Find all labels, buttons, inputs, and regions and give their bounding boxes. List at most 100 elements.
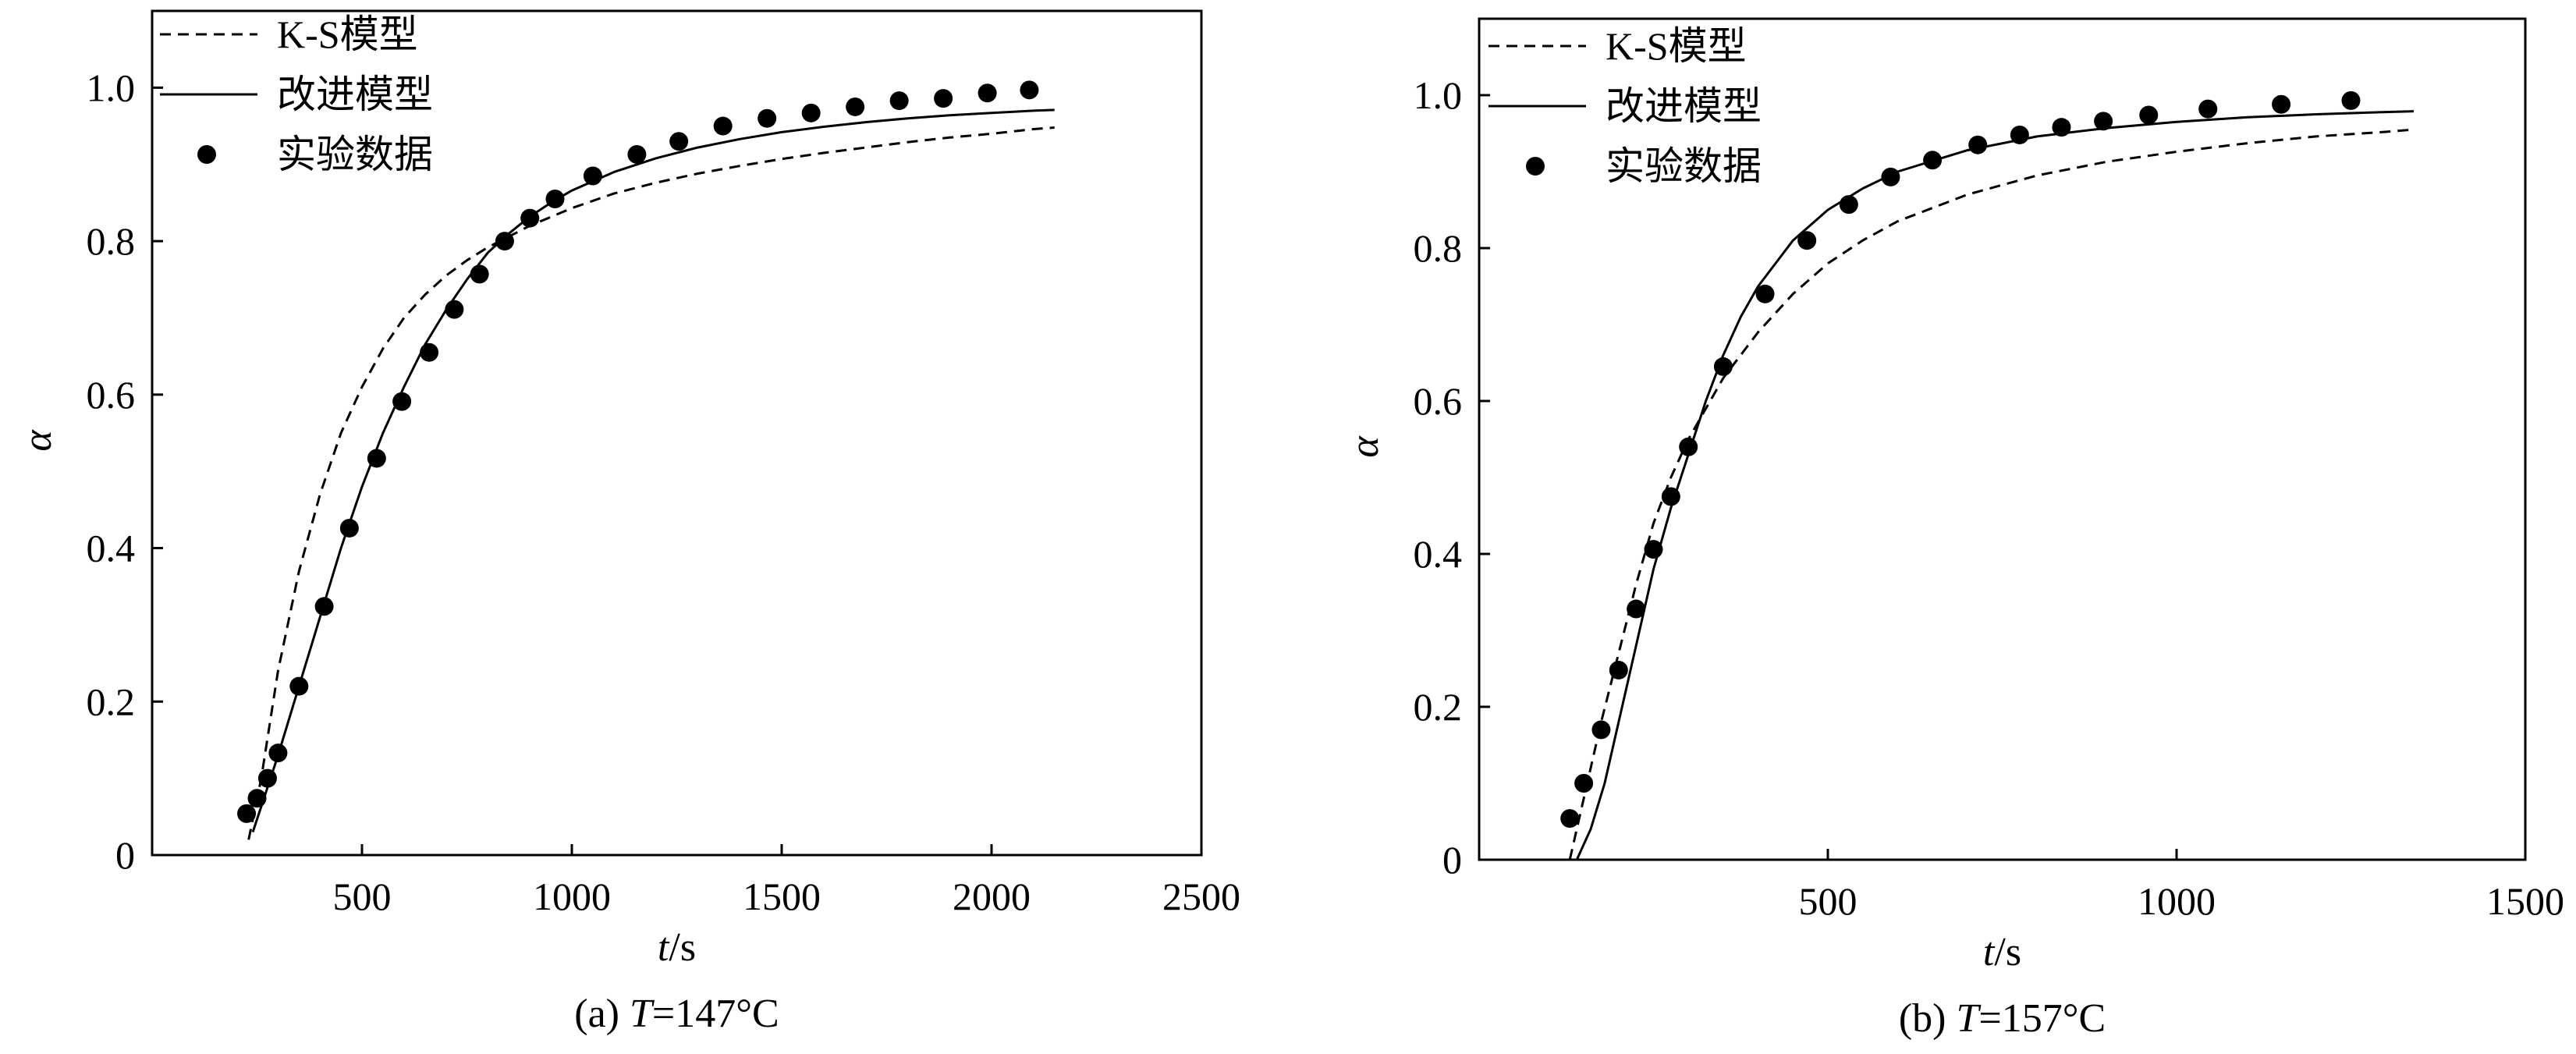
data-point: [713, 116, 733, 136]
caption-prefix: (a): [574, 992, 630, 1036]
data-point: [1560, 809, 1580, 829]
data-point: [934, 89, 953, 108]
data-point: [801, 103, 821, 122]
data-point: [2341, 90, 2361, 110]
data-point: [1679, 437, 1698, 456]
legend-label: 改进模型: [277, 73, 433, 116]
legend-label: 实验数据: [1606, 144, 1762, 188]
x-axis-label-unit: /s: [669, 925, 696, 970]
data-point: [1574, 774, 1594, 793]
data-point: [420, 342, 439, 362]
legend-marker: [1526, 157, 1545, 176]
data-point: [1713, 357, 1733, 376]
data-point: [237, 804, 257, 823]
series-line-improved-model: [251, 108, 1055, 832]
data-point: [2094, 112, 2113, 131]
y-tick-label: 0.4: [1414, 532, 1463, 576]
x-axis-label: t/s: [658, 925, 696, 970]
plot-frame: [151, 9, 1203, 857]
y-tick-label: 0: [1442, 838, 1462, 882]
x-tick-label: 1500: [743, 875, 821, 918]
series-line-improved-model: [1575, 110, 2415, 861]
data-point: [1644, 540, 1663, 559]
x-tick-label: 1000: [533, 875, 611, 918]
data-point: [367, 449, 386, 468]
caption-value: =147°C: [652, 992, 779, 1036]
data-point: [846, 97, 865, 116]
legend-label: 实验数据: [277, 133, 433, 176]
data-point: [289, 676, 309, 696]
x-tick-label: 2000: [953, 875, 1031, 918]
series-line-ks-model: [247, 126, 1055, 840]
y-tick-label: 0: [115, 833, 135, 877]
x-tick-label: 1000: [2138, 879, 2216, 923]
data-point: [470, 264, 489, 284]
data-point: [1020, 80, 1039, 100]
series-line-ks-model: [1568, 128, 2415, 861]
data-point: [2272, 94, 2291, 114]
y-tick-label: 1.0: [87, 66, 136, 109]
plot-frame: [1478, 17, 2527, 861]
y-tick-label: 0.6: [87, 373, 136, 417]
data-point: [339, 518, 359, 538]
x-tick-label: 1500: [2486, 879, 2564, 923]
data-point: [520, 208, 540, 228]
data-point: [495, 232, 514, 251]
legend-label: 改进模型: [1606, 84, 1762, 128]
x-axis-label-var: t: [1983, 930, 1996, 974]
x-tick-label: 2500: [1162, 875, 1240, 918]
data-point: [392, 392, 412, 411]
data-point: [247, 789, 267, 808]
y-tick-label: 0.8: [1414, 226, 1463, 270]
y-tick-label: 0.4: [87, 527, 136, 570]
caption-value: =157°C: [1978, 996, 2106, 1041]
data-point: [1609, 660, 1628, 680]
x-axis-label-var: t: [658, 925, 670, 970]
panel-b: 500 1000 1500 0 0.2 0.4 0.6 0.8 1.0 α t/s (b) T=157…: [1343, 17, 2564, 1041]
y-tick-label: 1.0: [1414, 73, 1463, 117]
y-tick-label: 0.6: [1414, 379, 1463, 423]
data-point: [1968, 135, 1988, 154]
x-tick-label: 500: [1799, 879, 1857, 923]
data-point: [445, 300, 464, 319]
caption-var: T: [1956, 996, 1981, 1041]
data-point: [583, 166, 602, 186]
data-point: [889, 91, 909, 111]
legend-label: K-S模型: [277, 12, 418, 56]
data-point: [669, 132, 689, 151]
data-point: [978, 83, 997, 103]
legend-marker: [197, 145, 216, 164]
data-point: [1755, 284, 1775, 303]
data-point: [257, 768, 277, 788]
data-point: [2052, 118, 2071, 137]
data-point: [1797, 231, 1817, 250]
data-point: [1839, 195, 1858, 215]
y-axis-label: α: [1343, 435, 1387, 458]
data-point: [758, 108, 777, 128]
data-point: [268, 743, 288, 763]
y-tick-label: 0.8: [87, 219, 136, 263]
data-point: [1627, 599, 1646, 619]
y-tick-label: 0.2: [1414, 685, 1463, 729]
panel-caption: (b) T=157°C: [1899, 996, 2106, 1041]
data-point: [545, 189, 565, 208]
panel-caption: (a) T=147°C: [574, 992, 779, 1036]
data-point: [1591, 720, 1611, 740]
caption-prefix: (b): [1899, 996, 1957, 1041]
x-tick-label: 500: [333, 875, 392, 918]
data-point: [1881, 167, 1900, 186]
x-axis-label-unit: /s: [1994, 930, 2021, 974]
data-point: [2139, 105, 2159, 125]
y-tick-label: 0.2: [87, 680, 136, 723]
data-point: [314, 597, 334, 616]
data-point: [2010, 125, 2029, 144]
data-point: [1661, 487, 1680, 506]
panel-a: 500 1000 1500 2000 2500 0 0.2 0.4 0.6 0.8 1.0 α t/s (…: [16, 9, 1240, 1036]
caption-var: T: [630, 992, 655, 1036]
data-point: [2198, 99, 2218, 119]
x-axis-label: t/s: [1983, 930, 2021, 974]
y-axis-label: α: [16, 429, 60, 452]
